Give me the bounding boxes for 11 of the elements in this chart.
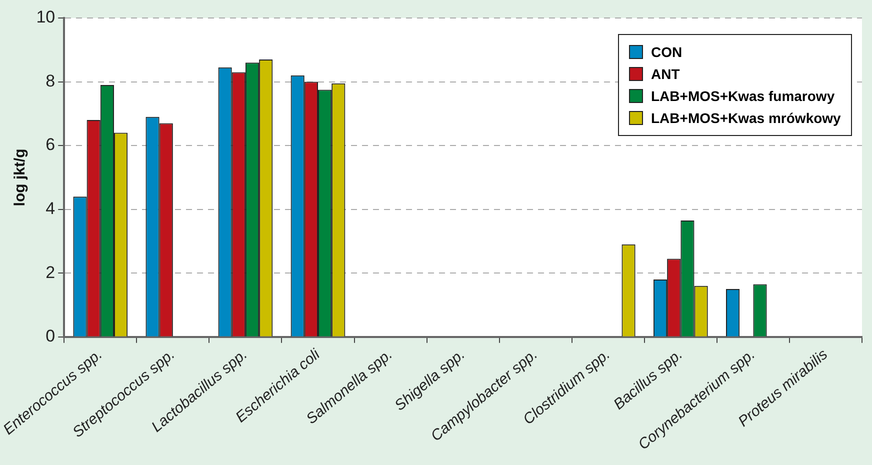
legend-label: ANT	[651, 66, 680, 82]
y-tick-label: 2	[46, 262, 56, 282]
y-tick-label: 8	[46, 71, 56, 90]
y-tick-label: 4	[46, 199, 56, 218]
legend-label: LAB+MOS+Kwas mrówkowy	[651, 110, 841, 126]
y-axis-title: log jkt/g	[11, 148, 28, 206]
legend-label: CON	[651, 44, 682, 60]
legend-label: LAB+MOS+Kwas fumarowy	[651, 88, 835, 104]
y-tick-label: 6	[46, 135, 56, 154]
y-tick-label: 10	[36, 8, 56, 27]
y-tick-label: 0	[46, 326, 56, 346]
